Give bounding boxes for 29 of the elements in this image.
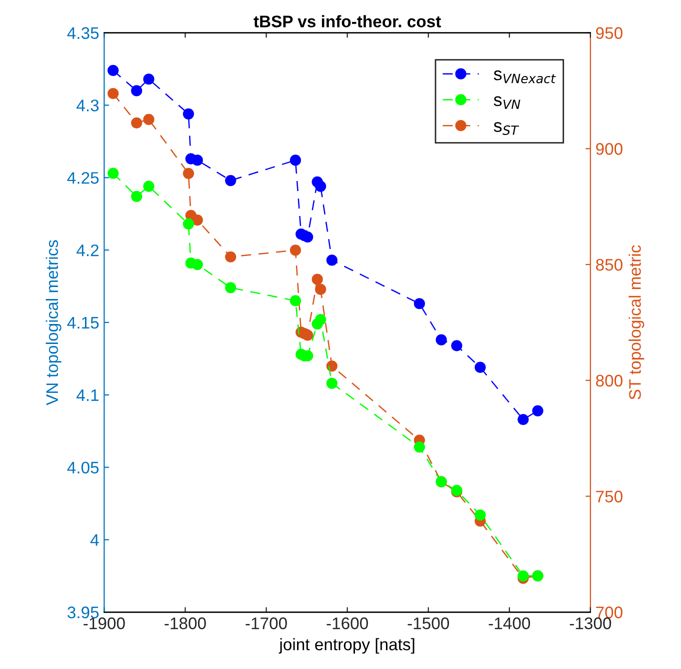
chart-title: tBSP vs info-theor. cost — [254, 15, 441, 28]
y-tick-label: 4.35 — [67, 27, 99, 39]
y-tick-label: 4.05 — [67, 462, 99, 474]
legend-label: s$_{ST}$ — [494, 122, 520, 135]
x-tick-label: -1400 — [488, 617, 530, 630]
y2-tick-label: 700 — [596, 606, 622, 618]
y-axis-title: VN topological metrics — [46, 240, 62, 406]
y2-tick-label: 900 — [596, 143, 622, 155]
y-tick-label: 4.1 — [76, 389, 99, 401]
x-axis-title: joint entropy [nats] — [278, 638, 414, 654]
y2-axis-title: ST topological metric — [628, 245, 644, 400]
y-tick-label: 4 — [90, 534, 99, 546]
y2-tick-label: 950 — [596, 27, 622, 39]
y2-tick-label: 800 — [596, 374, 622, 387]
x-tick-label: -1500 — [408, 617, 450, 630]
y-tick-label: 4.2 — [76, 244, 98, 256]
y-tick-label: 3.95 — [68, 606, 99, 618]
x-tick-label: -1700 — [246, 617, 287, 630]
y-tick-label: 4.25 — [67, 172, 99, 184]
x-tick-label: -1900 — [84, 617, 125, 630]
legend-label: s$_{VN}$ — [494, 96, 520, 109]
legend-label: s$_{VNexact}$ — [494, 70, 556, 84]
x-tick-label: -1800 — [164, 617, 206, 630]
x-tick-label: -1600 — [326, 617, 368, 630]
y2-tick-label: 750 — [596, 490, 622, 502]
y-tick-label: 4.3 — [76, 100, 99, 112]
x-tick-label: -1300 — [570, 617, 612, 630]
y2-tick-label: 850 — [596, 258, 622, 271]
y-tick-label: 4.15 — [67, 317, 99, 329]
